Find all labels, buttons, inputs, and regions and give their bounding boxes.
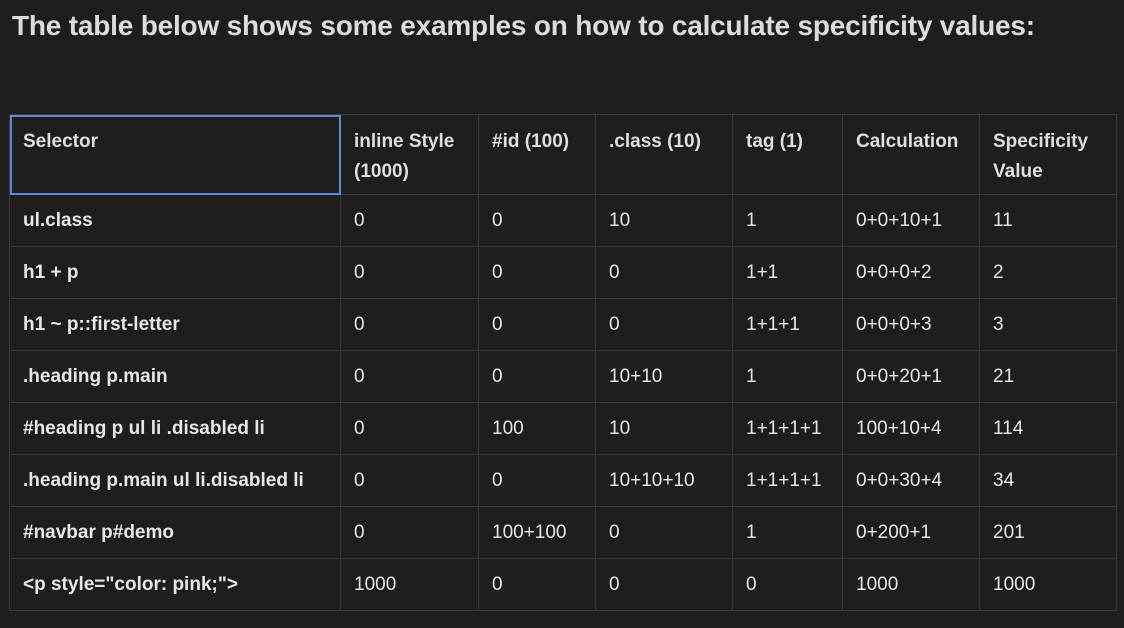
cell-calculation[interactable]: 0+0+0+2: [842, 246, 980, 299]
specificity-table: Selector inline Style (1000) #id (100) .…: [9, 114, 1117, 611]
cell-value[interactable]: 34: [979, 454, 1117, 507]
cell-id[interactable]: 0: [478, 246, 596, 299]
cell-id[interactable]: 100+100: [478, 506, 596, 559]
cell-value[interactable]: 114: [979, 402, 1117, 455]
cell-tag[interactable]: 1+1+1+1: [732, 454, 843, 507]
cell-id[interactable]: 0: [478, 454, 596, 507]
table-row: ul.class 0 0 10 1 0+0+10+1 11: [9, 194, 1117, 247]
cell-tag[interactable]: 1+1: [732, 246, 843, 299]
cell-inline[interactable]: 0: [340, 298, 479, 351]
table-row: <p style="color: pink;"> 1000 0 0 0 1000…: [9, 558, 1117, 611]
cell-id[interactable]: 100: [478, 402, 596, 455]
cell-selector[interactable]: ul.class: [9, 194, 341, 247]
cell-tag[interactable]: 1: [732, 350, 843, 403]
header-selector[interactable]: Selector: [9, 114, 341, 195]
cell-class[interactable]: 0: [595, 298, 733, 351]
cell-value[interactable]: 1000: [979, 558, 1117, 611]
cell-calculation[interactable]: 1000: [842, 558, 980, 611]
cell-value[interactable]: 3: [979, 298, 1117, 351]
table-row: h1 ~ p::first-letter 0 0 0 1+1+1 0+0+0+3…: [9, 298, 1117, 351]
cell-inline[interactable]: 0: [340, 402, 479, 455]
cell-calculation[interactable]: 0+0+10+1: [842, 194, 980, 247]
cell-value[interactable]: 21: [979, 350, 1117, 403]
cell-id[interactable]: 0: [478, 194, 596, 247]
cell-selector[interactable]: h1 ~ p::first-letter: [9, 298, 341, 351]
cell-calculation[interactable]: 0+0+30+4: [842, 454, 980, 507]
cell-inline[interactable]: 1000: [340, 558, 479, 611]
cell-selector[interactable]: .heading p.main ul li.disabled li: [9, 454, 341, 507]
cell-class[interactable]: 0: [595, 506, 733, 559]
header-specificity-value[interactable]: Specificity Value: [979, 114, 1117, 195]
cell-inline[interactable]: 0: [340, 246, 479, 299]
cell-value[interactable]: 2: [979, 246, 1117, 299]
header-inline-style[interactable]: inline Style (1000): [340, 114, 479, 195]
cell-id[interactable]: 0: [478, 350, 596, 403]
table-header-row: Selector inline Style (1000) #id (100) .…: [9, 114, 1117, 195]
table-row: #heading p ul li .disabled li 0 100 10 1…: [9, 402, 1117, 455]
cell-class[interactable]: 10: [595, 402, 733, 455]
header-id[interactable]: #id (100): [478, 114, 596, 195]
cell-inline[interactable]: 0: [340, 454, 479, 507]
page-heading: The table below shows some examples on h…: [12, 10, 1035, 41]
cell-value[interactable]: 11: [979, 194, 1117, 247]
cell-tag[interactable]: 1+1+1: [732, 298, 843, 351]
cell-calculation[interactable]: 0+0+20+1: [842, 350, 980, 403]
table-row: h1 + p 0 0 0 1+1 0+0+0+2 2: [9, 246, 1117, 299]
cell-selector[interactable]: <p style="color: pink;">: [9, 558, 341, 611]
cell-tag[interactable]: 1: [732, 506, 843, 559]
table-row: .heading p.main ul li.disabled li 0 0 10…: [9, 454, 1117, 507]
header-tag[interactable]: tag (1): [732, 114, 843, 195]
header-class[interactable]: .class (10): [595, 114, 733, 195]
cell-inline[interactable]: 0: [340, 506, 479, 559]
cell-id[interactable]: 0: [478, 558, 596, 611]
cell-selector[interactable]: #navbar p#demo: [9, 506, 341, 559]
cell-selector[interactable]: h1 + p: [9, 246, 341, 299]
cell-value[interactable]: 201: [979, 506, 1117, 559]
cell-calculation[interactable]: 0+200+1: [842, 506, 980, 559]
cell-selector[interactable]: .heading p.main: [9, 350, 341, 403]
cell-class[interactable]: 10+10: [595, 350, 733, 403]
cell-inline[interactable]: 0: [340, 194, 479, 247]
cell-class[interactable]: 0: [595, 558, 733, 611]
cell-tag[interactable]: 0: [732, 558, 843, 611]
cell-class[interactable]: 10+10+10: [595, 454, 733, 507]
table-row: .heading p.main 0 0 10+10 1 0+0+20+1 21: [9, 350, 1117, 403]
header-calculation[interactable]: Calculation: [842, 114, 980, 195]
cell-tag[interactable]: 1+1+1+1: [732, 402, 843, 455]
cell-class[interactable]: 0: [595, 246, 733, 299]
cell-inline[interactable]: 0: [340, 350, 479, 403]
cell-calculation[interactable]: 0+0+0+3: [842, 298, 980, 351]
cell-id[interactable]: 0: [478, 298, 596, 351]
cell-selector[interactable]: #heading p ul li .disabled li: [9, 402, 341, 455]
cell-class[interactable]: 10: [595, 194, 733, 247]
cell-calculation[interactable]: 100+10+4: [842, 402, 980, 455]
cell-tag[interactable]: 1: [732, 194, 843, 247]
table-row: #navbar p#demo 0 100+100 0 1 0+200+1 201: [9, 506, 1117, 559]
